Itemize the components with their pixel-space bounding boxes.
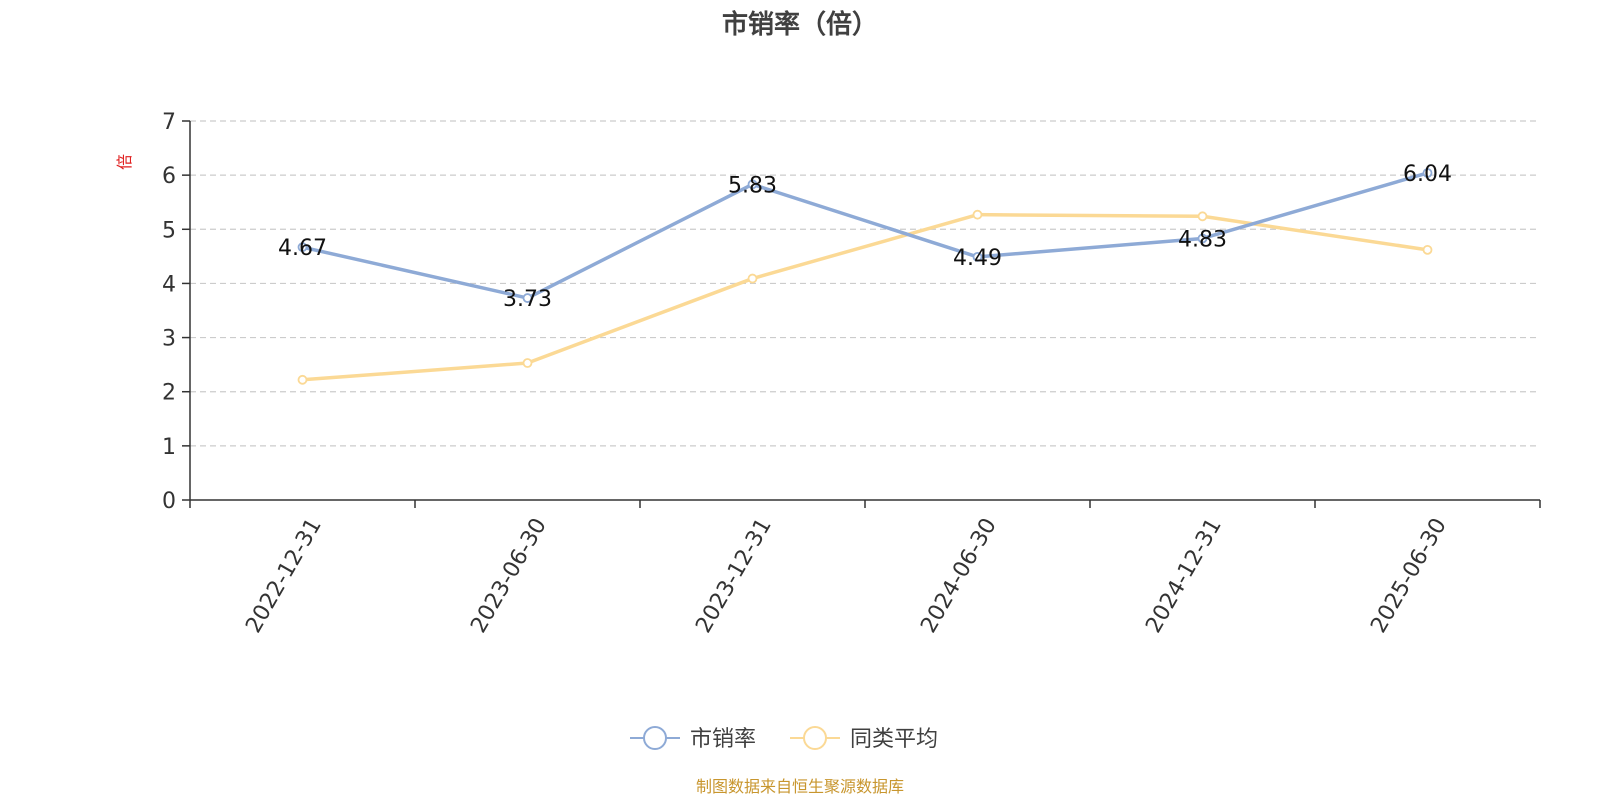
data-point[interactable] bbox=[297, 242, 308, 253]
series-line-segment bbox=[525, 276, 755, 365]
series-line-segment bbox=[1200, 214, 1430, 252]
data-point[interactable] bbox=[1197, 233, 1208, 244]
series-line-segment bbox=[525, 182, 755, 300]
data-label: 5.83 bbox=[728, 173, 777, 198]
y-tick-label: 7 bbox=[162, 110, 176, 135]
series-line-segment bbox=[1200, 171, 1430, 241]
y-tick-label: 3 bbox=[162, 327, 176, 352]
data-point[interactable] bbox=[1422, 168, 1433, 178]
legend-circle-icon bbox=[643, 726, 667, 750]
data-point[interactable] bbox=[972, 209, 983, 220]
data-label: 4.83 bbox=[1178, 227, 1227, 252]
data-label: 4.49 bbox=[953, 246, 1002, 271]
y-tick-label: 4 bbox=[162, 272, 176, 297]
legend-item-0[interactable]: 市销率 bbox=[630, 726, 756, 752]
series-1 bbox=[297, 209, 1433, 385]
y-axis-label: 倍 bbox=[115, 154, 134, 170]
data-point[interactable] bbox=[1197, 211, 1208, 222]
series-line-segment bbox=[300, 245, 530, 300]
x-tick-label: 2024-12-31 bbox=[1141, 514, 1227, 637]
y-tick-label: 6 bbox=[162, 164, 176, 189]
series-line-segment bbox=[975, 212, 1205, 219]
legend-label: 市销率 bbox=[690, 727, 756, 752]
data-point[interactable] bbox=[522, 293, 533, 303]
data-point[interactable] bbox=[297, 374, 308, 385]
series-line-segment bbox=[975, 236, 1205, 259]
data-labels: 4.67 3.73 5.83 4.49 4.83 6.04 bbox=[278, 162, 1452, 312]
y-tick-label: 2 bbox=[162, 381, 176, 406]
legend-item-1[interactable]: 同类平均 bbox=[790, 726, 938, 752]
data-label: 3.73 bbox=[503, 287, 552, 312]
y-tick-label: 1 bbox=[162, 435, 176, 460]
source-note: 制图数据来自恒生聚源数据库 bbox=[696, 777, 904, 796]
x-tick-label: 2023-12-31 bbox=[691, 514, 777, 637]
data-point[interactable] bbox=[1422, 244, 1433, 255]
x-tick-label: 2023-06-30 bbox=[466, 514, 552, 637]
grid-lines bbox=[190, 120, 1540, 447]
legend-label: 同类平均 bbox=[850, 727, 938, 752]
data-point[interactable] bbox=[747, 179, 758, 190]
legend[interactable]: 市销率 同类平均 bbox=[630, 726, 938, 752]
legend-circle-icon bbox=[803, 726, 827, 750]
series-line-segment bbox=[750, 182, 980, 259]
series-line-segment bbox=[750, 212, 980, 281]
y-tick-label: 0 bbox=[162, 489, 176, 514]
x-tick-label: 2022-12-31 bbox=[241, 514, 327, 637]
series-layer bbox=[297, 168, 1433, 385]
data-point[interactable] bbox=[972, 251, 983, 262]
x-tick-label: 2024-06-30 bbox=[916, 514, 1002, 637]
data-label: 4.67 bbox=[278, 236, 327, 261]
data-point[interactable] bbox=[522, 358, 533, 368]
data-label: 6.04 bbox=[1403, 162, 1452, 187]
x-tick-label: 2025-06-30 bbox=[1366, 514, 1452, 637]
series-0 bbox=[297, 168, 1433, 303]
y-tick-label: 5 bbox=[162, 218, 176, 243]
chart-title: 市销率（倍） bbox=[722, 9, 878, 40]
data-point[interactable] bbox=[747, 273, 758, 284]
series-line-segment bbox=[300, 361, 530, 382]
